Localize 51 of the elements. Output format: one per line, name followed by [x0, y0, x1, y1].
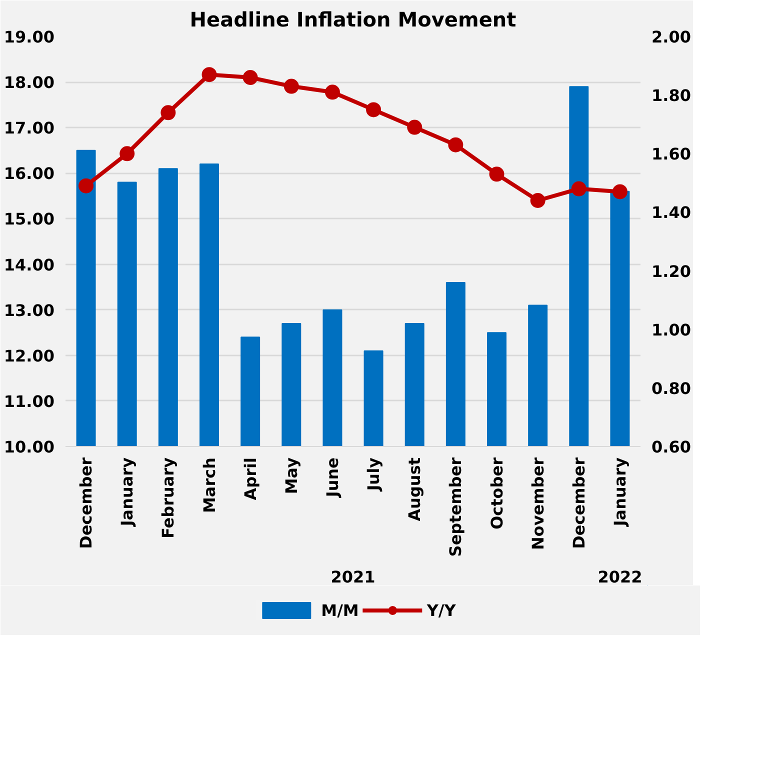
y-tick-label: 15.00 [4, 210, 54, 229]
x-tick-label: May [282, 456, 301, 494]
text: 2022 [598, 568, 642, 586]
legend-label: M/M [321, 600, 359, 620]
y2-tick-label: 0.80 [652, 378, 691, 398]
y2-tick-label: 1.20 [652, 262, 691, 281]
x-tick-label: February [158, 456, 178, 538]
x-tick-label: September [446, 457, 466, 557]
y2-tick-label: 1.40 [652, 203, 691, 222]
y-tick-label: 18.00 [4, 73, 54, 92]
x-tick-label: October [487, 457, 506, 530]
text: 2021 [330, 568, 376, 586]
point [284, 78, 299, 94]
x-tick-label: January [118, 456, 137, 528]
x-tick-label: March [200, 458, 219, 513]
point [571, 181, 586, 196]
point [78, 178, 94, 194]
y2-tick-label: 1.80 [652, 86, 691, 106]
y-tick-label: 16.00 [4, 164, 54, 184]
y2-tick-label: 1.60 [652, 144, 691, 164]
x-tick-label: August [405, 457, 424, 522]
x-tick-label: June [322, 457, 342, 498]
point [120, 146, 135, 162]
y-tick-label: 17.00 [4, 118, 54, 138]
point [612, 184, 628, 200]
point [407, 120, 422, 135]
x-tick-label: November [528, 457, 548, 550]
legend-label: Y/Y [426, 600, 456, 620]
x-tick-label: December [569, 457, 588, 549]
point [366, 102, 382, 118]
y-tick-label: 12.00 [4, 346, 54, 366]
point [242, 70, 258, 85]
point [530, 193, 546, 208]
y-tick-label: 13.00 [4, 300, 54, 320]
point [489, 166, 504, 182]
point [448, 137, 464, 152]
x-tick-label: December [76, 457, 96, 549]
y-tick-label: 10.00 [4, 438, 54, 456]
y2-tick-label: 1.00 [652, 320, 691, 340]
y-tick-label: 11.00 [4, 392, 54, 411]
x-tick-label: April [240, 457, 260, 500]
x-tick-label: July [364, 456, 384, 492]
x-tick-label: January [610, 456, 630, 528]
point [324, 84, 340, 100]
y-tick-label: 14.00 [4, 255, 54, 274]
point [160, 105, 176, 120]
y2-tick-label: 2.00 [652, 28, 691, 46]
y-tick-label: 19.00 [4, 28, 54, 46]
y2-tick-label: 0.60 [652, 438, 691, 456]
chart-title: Headline Inflation Movement [190, 8, 517, 32]
point [202, 67, 217, 82]
